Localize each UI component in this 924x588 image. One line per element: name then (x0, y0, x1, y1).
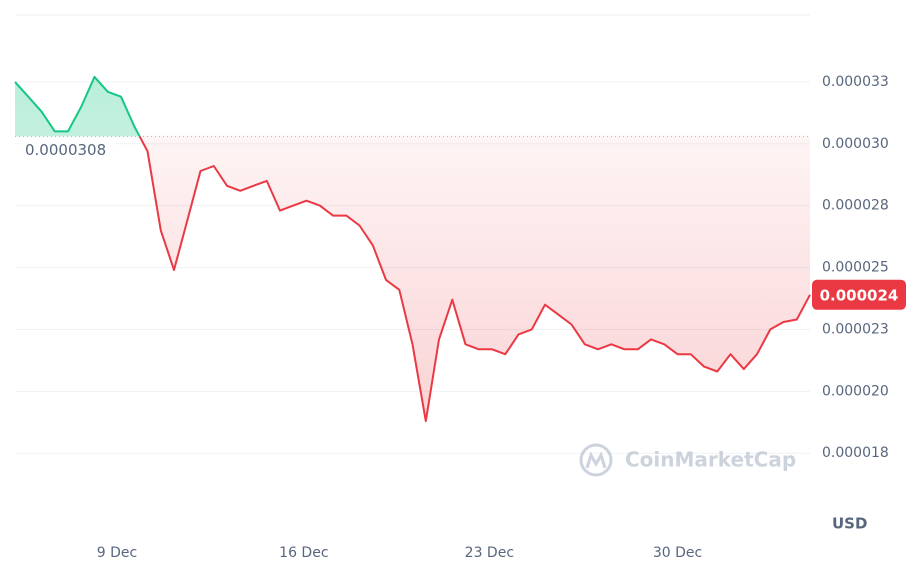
price-line-down (138, 136, 811, 423)
area-down (139, 136, 810, 422)
x-tick-label: 30 Dec (653, 545, 702, 561)
watermark: CoinMarketCap (579, 443, 796, 477)
last-price-label: 0.000024 (820, 286, 899, 304)
y-tick-label: 0.000033 (822, 74, 889, 90)
y-tick-label: 0.000028 (822, 198, 889, 214)
y-tick-label: 0.000030 (822, 136, 889, 152)
y-tick-label: 0.000025 (822, 260, 889, 276)
watermark-text: CoinMarketCap (625, 448, 796, 472)
reference-label: 0.0000308 (25, 141, 106, 159)
reference-label-box (20, 139, 116, 162)
currency-label: USD (832, 515, 867, 533)
last-price-badge (812, 279, 906, 310)
y-tick-label: 0.000020 (822, 383, 889, 399)
y-tick-label: 0.000018 (822, 445, 889, 461)
area-up (15, 76, 810, 137)
x-tick-label: 16 Dec (279, 545, 328, 561)
y-tick-label: 0.000023 (822, 321, 889, 337)
x-tick-label: 9 Dec (97, 545, 137, 561)
x-tick-label: 23 Dec (465, 545, 514, 561)
